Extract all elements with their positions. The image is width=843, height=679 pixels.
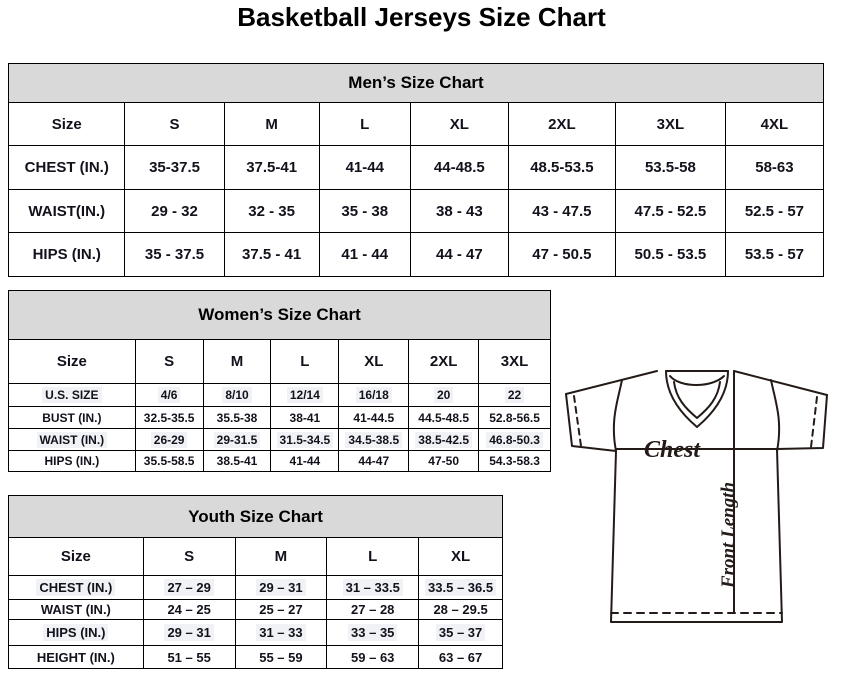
svg-text:Front Length: Front Length [718, 482, 739, 589]
svg-text:Chest: Chest [644, 437, 701, 463]
